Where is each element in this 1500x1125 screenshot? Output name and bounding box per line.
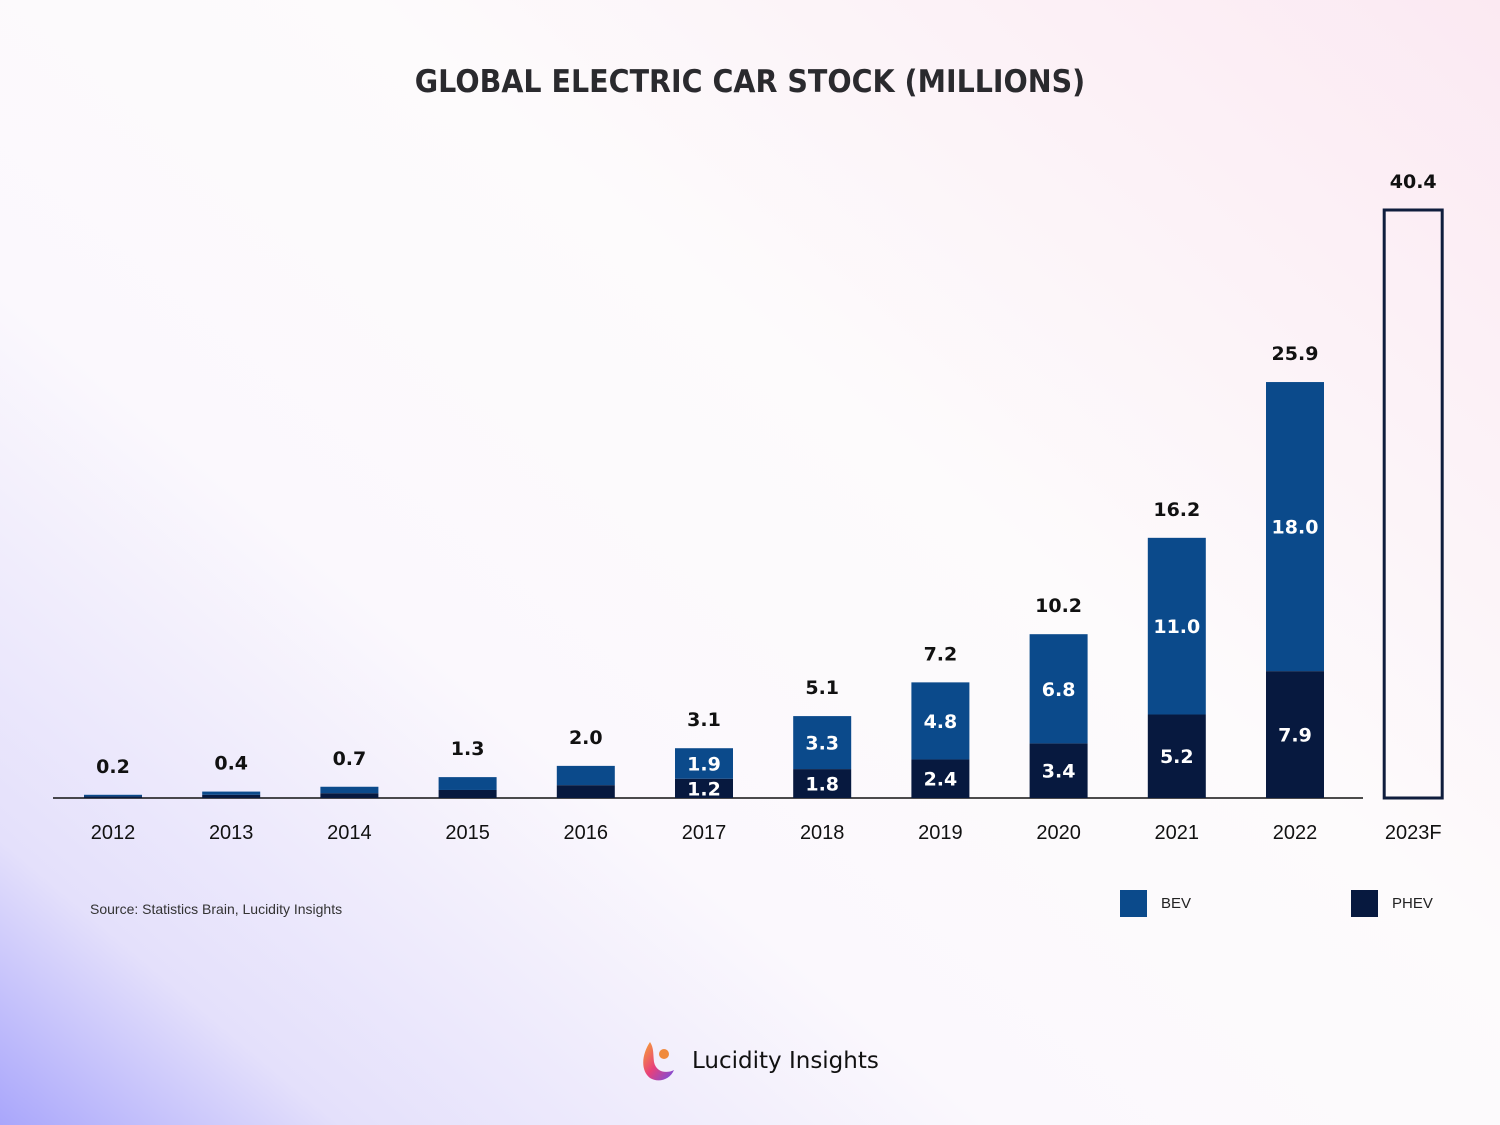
legend-phev: PHEV: [1351, 890, 1433, 917]
bar-bev: [320, 786, 379, 794]
x-tick-label: 2015: [445, 822, 490, 844]
bar-bev: [911, 682, 970, 760]
total-label: 0.2: [96, 756, 130, 778]
total-label: 2.0: [569, 727, 603, 749]
bar-bev: [793, 716, 852, 770]
lucidity-logo-icon: [643, 1042, 674, 1081]
x-tick-label: 2012: [91, 822, 136, 844]
total-label: 1.3: [451, 738, 485, 760]
x-tick-label: 2023F: [1385, 822, 1442, 844]
bar-bev: [1147, 537, 1206, 715]
total-label: 40.4: [1390, 171, 1437, 193]
legend-bev: BEV: [1120, 890, 1191, 917]
total-label: 0.4: [214, 753, 248, 775]
x-tick-label: 2019: [918, 822, 963, 844]
bar-bev: [438, 777, 497, 790]
data-label-bev: 1.9: [687, 753, 721, 775]
total-label: 25.9: [1272, 343, 1319, 365]
data-label-phev: 5.2: [1160, 746, 1194, 768]
bar-bev: [84, 794, 142, 797]
bar-bev: [556, 765, 615, 786]
bar-phev: [438, 789, 497, 798]
legend-bev-swatch: [1120, 890, 1147, 917]
data-label-bev: 11.0: [1153, 616, 1200, 638]
data-label-phev: 7.9: [1278, 725, 1312, 747]
total-label: 16.2: [1153, 499, 1200, 521]
total-label: 10.2: [1035, 595, 1082, 617]
chart-title: GLOBAL ELECTRIC CAR STOCK (MILLIONS): [414, 64, 1086, 100]
bar-bev: [1029, 634, 1088, 744]
bar-phev: [320, 793, 379, 798]
total-label: 5.1: [805, 677, 839, 699]
x-tick-label: 2017: [682, 822, 727, 844]
brand-logo: Lucidity Insights: [640, 1040, 879, 1082]
bar-phev: [202, 794, 261, 798]
data-label-phev: 2.4: [924, 769, 958, 791]
bar-phev: [675, 778, 733, 798]
x-tick-label: 2018: [800, 822, 845, 844]
bar-phev: [1029, 743, 1088, 798]
x-tick-label: 2020: [1036, 822, 1081, 844]
total-label: 0.7: [333, 748, 367, 770]
bar-bev: [675, 748, 733, 779]
data-label-bev: 18.0: [1272, 517, 1319, 539]
data-label-bev: 4.8: [924, 711, 958, 733]
x-tick-label: 2016: [564, 822, 609, 844]
data-label-phev: 1.8: [805, 774, 839, 796]
x-tick-label: 2014: [327, 822, 372, 844]
legend-phev-label: PHEV: [1392, 895, 1433, 912]
bar-phev: [556, 785, 615, 798]
total-label: 7.2: [924, 643, 958, 665]
total-label: 3.1: [687, 709, 721, 731]
legend-phev-swatch: [1351, 890, 1378, 917]
bar-bev: [1266, 382, 1324, 672]
bar-phev: [84, 796, 142, 798]
bar-bev: [202, 791, 261, 795]
bar-phev: [793, 769, 852, 798]
x-tick-label: 2022: [1273, 822, 1318, 844]
bar-phev: [1147, 714, 1206, 798]
bar-phev: [911, 759, 970, 798]
x-tick-label: 2021: [1155, 822, 1200, 844]
data-label-bev: 3.3: [805, 733, 839, 755]
data-label-phev: 1.2: [687, 778, 721, 800]
data-label-phev: 3.4: [1042, 761, 1076, 783]
forecast-bar: [1382, 208, 1444, 800]
x-tick-label: 2013: [209, 822, 254, 844]
data-label-bev: 6.8: [1042, 679, 1076, 701]
source-note: Source: Statistics Brain, Lucidity Insig…: [90, 901, 343, 917]
bar-phev: [1266, 671, 1324, 798]
brand-name: Lucidity Insights: [692, 1048, 879, 1074]
legend-bev-label: BEV: [1161, 895, 1192, 912]
